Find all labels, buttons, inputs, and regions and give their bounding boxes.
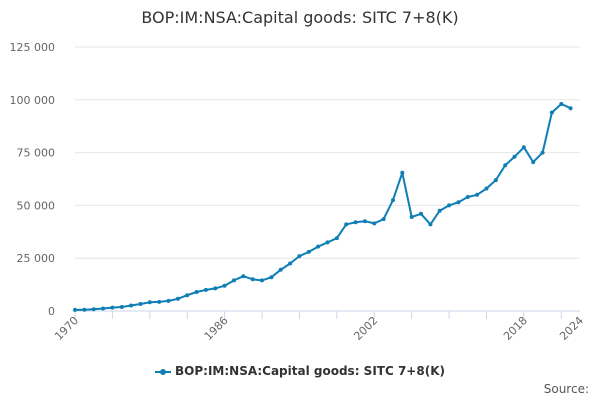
data-point [250, 277, 255, 282]
series-line [74, 103, 572, 311]
data-point [306, 249, 311, 254]
chart-title: BOP:IM:NSA:Capital goods: SITC 7+8(K) [141, 8, 459, 27]
y-tick-label: 0 [48, 305, 55, 318]
data-point [241, 274, 246, 279]
data-point [157, 299, 162, 304]
x-tick-label: 1986 [202, 314, 231, 343]
x-tick-label: 2018 [501, 314, 530, 343]
data-point [419, 211, 423, 216]
data-point [166, 298, 171, 303]
data-point [288, 261, 293, 266]
gridlines [75, 46, 580, 259]
data-point [194, 290, 199, 294]
data-point [475, 192, 480, 197]
data-point [73, 307, 77, 312]
data-point [549, 110, 554, 115]
data-point [82, 307, 87, 312]
x-tick-label: 2002 [351, 314, 380, 343]
data-point [465, 195, 470, 199]
data-point [101, 306, 106, 311]
series-group [73, 102, 573, 312]
legend[interactable]: BOP:IM:NSA:Capital goods: SITC 7+8(K) [0, 364, 600, 378]
y-tick-label: 100 000 [10, 94, 56, 107]
data-point [503, 163, 508, 168]
source-credit[interactable]: Source: [543, 382, 589, 396]
y-axis: 0 25 000 50 000 75 000 100 000 125 000 [10, 41, 56, 318]
data-point [381, 217, 386, 222]
data-point [222, 283, 227, 288]
data-point [260, 278, 264, 283]
data-point [493, 178, 498, 183]
data-point [400, 170, 405, 175]
data-point [353, 220, 358, 225]
data-point [391, 198, 395, 203]
data-point [297, 254, 302, 259]
data-point [531, 160, 536, 165]
y-tick-label: 50 000 [17, 199, 56, 212]
legend-line-marker-icon [155, 368, 172, 376]
data-point [521, 145, 526, 150]
data-point [437, 208, 442, 213]
data-point [428, 222, 433, 227]
data-point [213, 286, 218, 291]
data-point [559, 102, 564, 106]
x-tick-label: 1970 [52, 314, 81, 343]
data-point [409, 215, 414, 219]
data-point [456, 200, 461, 205]
data-point [91, 307, 96, 312]
data-point [484, 186, 489, 191]
data-point [138, 302, 143, 306]
data-point [447, 203, 452, 208]
y-tick-label: 125 000 [10, 41, 56, 54]
data-point [110, 305, 115, 310]
y-tick-label: 75 000 [17, 147, 56, 160]
y-tick-label: 25 000 [17, 252, 56, 265]
data-point [540, 150, 545, 155]
data-point [372, 221, 377, 226]
data-point [119, 305, 124, 309]
data-point [362, 219, 367, 224]
data-point [175, 296, 180, 301]
data-point [269, 275, 274, 280]
data-point [512, 154, 517, 159]
data-point [185, 293, 190, 298]
data-point [129, 303, 134, 308]
x-axis: 1970 1986 2002 2018 2024 [52, 310, 586, 343]
data-point [334, 236, 339, 241]
data-point [316, 244, 321, 249]
legend-label: BOP:IM:NSA:Capital goods: SITC 7+8(K) [175, 364, 445, 378]
data-point [147, 300, 152, 305]
data-point [568, 106, 573, 111]
data-point [344, 222, 349, 227]
data-point [278, 267, 283, 272]
data-point [325, 240, 330, 245]
data-point [203, 287, 208, 292]
data-point [232, 278, 236, 283]
